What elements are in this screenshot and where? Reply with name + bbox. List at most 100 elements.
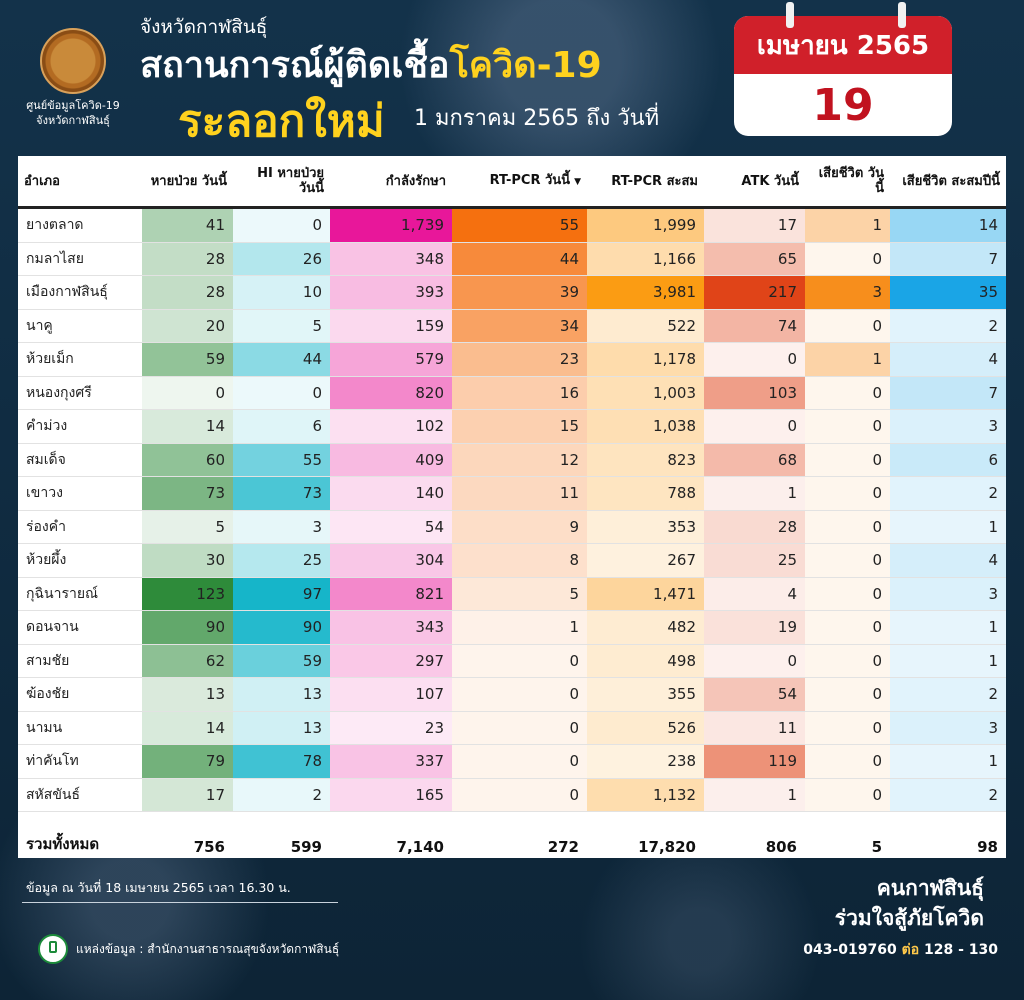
table-cell: 355 [587,677,704,712]
logo-caption-line1: ศูนย์ข้อมูลโควิด-19 [26,99,120,112]
table-cell: 522 [587,309,704,343]
table-row[interactable]: ท่าคันโท 79 78 337 0 238 119 0 1 [18,744,1006,779]
table-cell: 11 [704,711,805,745]
total-cell: 756 [142,811,233,864]
table-cell: 60 [142,443,233,477]
table-cell: 55 [452,207,587,243]
district-name: ฆ้องชัย [18,677,142,712]
total-cell: 7,140 [330,811,452,864]
table-cell: 65 [704,242,805,276]
table-row[interactable]: ฆ้องชัย 13 13 107 0 355 54 0 2 [18,677,1006,712]
table-cell: 7 [890,242,1006,276]
table-row[interactable]: ร่องคำ 5 3 54 9 353 28 0 1 [18,510,1006,544]
table-cell: 12 [452,443,587,477]
col-header-rtpcr-today[interactable]: RT-PCR วันนี้ ▼ [452,156,587,209]
table-cell: 14 [142,711,233,745]
table-cell: 820 [330,376,452,410]
table-cell: 1,739 [330,207,452,243]
table-row[interactable]: สหัสขันธ์ 17 2 165 0 1,132 1 0 2 [18,778,1006,812]
page-subtitle: ระลอกใหม่ [178,96,385,147]
table-cell: 44 [233,342,330,377]
table-cell: 0 [452,778,587,812]
table-row[interactable]: สามชัย 62 59 297 0 498 0 0 1 [18,644,1006,678]
table-cell: 0 [805,510,890,544]
table-cell: 97 [233,577,330,611]
table-cell: 5 [233,309,330,343]
col-header-hi-recovered-today[interactable]: HI หายป่วย วันนี้ [233,156,330,209]
table-cell: 14 [142,409,233,444]
table-cell: 0 [805,443,890,477]
table-cell: 1 [890,510,1006,544]
table-row[interactable]: ห้วยเม็ก 59 44 579 23 1,178 0 1 4 [18,342,1006,377]
table-cell: 20 [142,309,233,343]
table-cell: 0 [805,376,890,410]
sort-desc-icon[interactable]: ▼ [574,176,581,187]
district-name: ยางตลาด [18,207,142,243]
col-header-rtpcr-today-label: RT-PCR วันนี้ [489,172,571,188]
district-name: สมเด็จ [18,443,142,477]
table-cell: 3 [805,275,890,310]
phone-number: 043-019760 [803,942,897,958]
table-cell: 1,471 [587,577,704,611]
col-header-rtpcr-cumulative[interactable]: RT-PCR สะสม [587,156,704,209]
table-cell: 7 [890,376,1006,410]
table-cell: 73 [142,476,233,511]
table-row[interactable]: ยางตลาด 41 0 1,739 55 1,999 17 1 14 [18,207,1006,243]
table-cell: 3,981 [587,275,704,310]
col-header-in-treatment[interactable]: กำลังรักษา [330,156,452,209]
table-cell: 14 [890,207,1006,243]
table-cell: 44 [452,242,587,276]
calendar-ring-icon [898,2,906,28]
table-cell: 1 [805,207,890,243]
table-cell: 25 [233,543,330,578]
table-row[interactable]: เขาวง 73 73 140 11 788 1 0 2 [18,476,1006,511]
table-cell: 30 [142,543,233,578]
table-cell: 54 [704,677,805,712]
table-cell: 119 [704,744,805,779]
table-cell: 19 [704,610,805,645]
table-cell: 13 [233,711,330,745]
ministry-health-icon [38,934,68,964]
district-name: ท่าคันโท [18,744,142,779]
table-cell: 0 [805,644,890,678]
table-row[interactable]: นามน 14 13 23 0 526 11 0 3 [18,711,1006,745]
table-cell: 41 [142,207,233,243]
table-row[interactable]: ห้วยผึ้ง 30 25 304 8 267 25 0 4 [18,543,1006,578]
table-cell: 9 [452,510,587,544]
total-cell: 5 [805,811,890,864]
table-row[interactable]: ดอนจาน 90 90 343 1 482 19 0 1 [18,610,1006,645]
table-cell: 62 [142,644,233,678]
col-header-deaths-cumulative[interactable]: เสียชีวิต สะสมปีนี้ [890,156,1006,209]
table-cell: 0 [805,476,890,511]
table-row[interactable]: กมลาไสย 28 26 348 44 1,166 65 0 7 [18,242,1006,276]
table-cell: 4 [890,543,1006,578]
table-cell: 107 [330,677,452,712]
district-name: นามน [18,711,142,745]
data-source: แหล่งข้อมูล : สำนักงานสาธารณสุขจังหวัดกา… [76,942,340,956]
total-cell: 806 [704,811,805,864]
table-row[interactable]: นาคู 20 5 159 34 522 74 0 2 [18,309,1006,343]
col-header-deaths-today[interactable]: เสียชีวิต วันนี้ [805,156,890,209]
table-cell: 409 [330,443,452,477]
table-row[interactable]: กุฉินารายณ์ 123 97 821 5 1,471 4 0 3 [18,577,1006,611]
table-cell: 337 [330,744,452,779]
table-row[interactable]: สมเด็จ 60 55 409 12 823 68 0 6 [18,443,1006,477]
table-cell: 0 [233,376,330,410]
table-cell: 165 [330,778,452,812]
table-cell: 788 [587,476,704,511]
col-header-atk-today[interactable]: ATK วันนี้ [704,156,805,209]
table-row[interactable]: เมืองกาฬสินธุ์ 28 10 393 39 3,981 217 3 35 [18,275,1006,310]
table-cell: 54 [330,510,452,544]
col-header-district[interactable]: อำเภอ [18,156,142,209]
table-cell: 6 [233,409,330,444]
table-cell: 0 [805,409,890,444]
table-row[interactable]: คำม่วง 14 6 102 15 1,038 0 0 3 [18,409,1006,444]
table-cell: 1 [704,778,805,812]
col-header-recovered-today[interactable]: หายป่วย วันนี้ [142,156,233,209]
table-cell: 28 [704,510,805,544]
table-cell: 35 [890,275,1006,310]
table-cell: 0 [805,778,890,812]
table-cell: 2 [890,309,1006,343]
table-cell: 11 [452,476,587,511]
table-row[interactable]: หนองกุงศรี 0 0 820 16 1,003 103 0 7 [18,376,1006,410]
